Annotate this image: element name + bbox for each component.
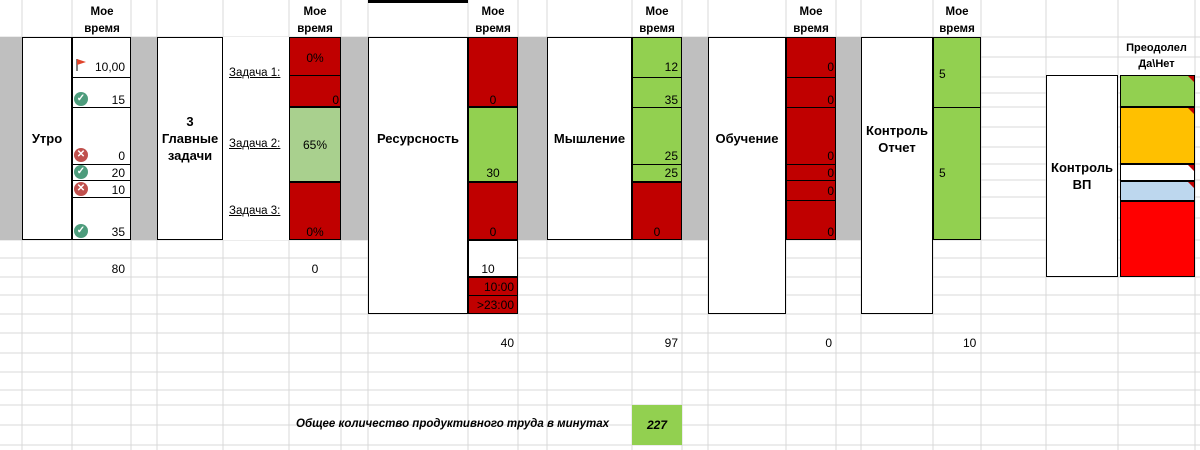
cell-line (468, 295, 518, 296)
tasks-label-column (223, 37, 289, 240)
control-total: 10 (963, 336, 977, 350)
resources-value-2: 30 (486, 166, 500, 180)
control-report-block[interactable]: Контроль Отчет (861, 37, 933, 314)
my-time-header-3: Мое время (475, 6, 511, 35)
task-2-percent: 65% (302, 138, 328, 152)
morning-time-3: 0 (118, 149, 125, 163)
learning-value-4: 0 (827, 166, 834, 180)
cell-line (786, 164, 836, 165)
morning-block[interactable]: Утро (22, 37, 72, 240)
learning-value-2: 0 (827, 93, 834, 107)
morning-times-column (72, 37, 131, 240)
cell-line (72, 107, 131, 108)
control-value-1: 5 (939, 67, 946, 81)
thinking-cell-red (632, 182, 682, 240)
morning-time-6: 35 (111, 225, 125, 239)
check-icon: ✓ (74, 92, 88, 106)
cell-line (72, 180, 131, 181)
comment-marker (1188, 165, 1194, 171)
control-value-2: 5 (939, 166, 946, 180)
check-icon: ✓ (74, 224, 88, 238)
resources-value-4: 10 (481, 262, 495, 276)
learning-value-5: 0 (827, 184, 834, 198)
cell-line (786, 77, 836, 78)
control-vp-block[interactable]: Контроль ВП (1046, 75, 1118, 277)
learning-value-1: 0 (827, 60, 834, 74)
resources-cell-3 (468, 182, 518, 240)
comment-marker (1188, 76, 1194, 82)
resources-cell-2 (468, 107, 518, 182)
thinking-cell-green (632, 37, 682, 182)
cell-line (786, 180, 836, 181)
resources-block[interactable]: Ресурсность (368, 37, 468, 314)
thinking-value-1: 12 (664, 60, 678, 74)
morning-time-2: 15 (111, 93, 125, 107)
overcame-header: Преодолел Да\Нет (1126, 42, 1187, 70)
cell-line (786, 200, 836, 201)
task-1-cell (289, 37, 341, 107)
task-3-cell (289, 182, 341, 240)
cell-line (72, 197, 131, 198)
overcame-cell-5[interactable] (1120, 201, 1195, 277)
cell-line (632, 107, 682, 108)
learning-block[interactable]: Обучение (708, 37, 786, 314)
task-2-label[interactable]: Задача 2: (229, 138, 281, 150)
overcame-cell-4[interactable] (1120, 181, 1195, 201)
cross-icon: ✕ (74, 148, 88, 162)
my-time-header-6: Мое время (939, 6, 975, 35)
resources-cell-1 (468, 37, 518, 107)
footer-total[interactable]: 227 (632, 405, 682, 445)
thinking-block[interactable]: Мышление (547, 37, 632, 240)
cell-line (786, 107, 836, 108)
resources-value-1: 0 (489, 93, 497, 107)
morning-total: 80 (111, 262, 125, 276)
learning-cell (786, 37, 836, 240)
comment-marker (1188, 182, 1194, 188)
resources-cell-4 (468, 240, 518, 277)
my-time-header-5: Мое время (793, 6, 829, 35)
thinking-value-3: 25 (664, 149, 678, 163)
selection-edge (368, 0, 468, 3)
morning-time-1: 10,00 (94, 60, 125, 74)
morning-time-5: 10 (111, 183, 125, 197)
overcame-cell-1[interactable] (1120, 75, 1195, 107)
overcame-cell-2[interactable] (1120, 107, 1195, 164)
cell-line (933, 107, 981, 108)
check-icon: ✓ (74, 165, 88, 179)
learning-total: 0 (825, 336, 832, 350)
thinking-value-4: 25 (664, 166, 678, 180)
task-1-label[interactable]: Задача 1: (229, 67, 281, 79)
comment-marker (1188, 108, 1194, 114)
resources-value-3: 0 (489, 225, 497, 239)
learning-value-6: 0 (827, 225, 834, 239)
footer-label: Общее количество продуктивного труда в м… (296, 418, 610, 430)
overcame-cell-3[interactable] (1120, 164, 1195, 181)
thinking-value-5: 0 (653, 225, 661, 239)
cell-line (72, 164, 131, 165)
task-3-label[interactable]: Задача 3: (229, 205, 281, 217)
resources-total: 40 (500, 336, 514, 350)
thinking-value-2: 35 (664, 93, 678, 107)
my-time-header-1: Мое время (84, 6, 120, 35)
cell-line (289, 75, 341, 76)
flag-icon (75, 58, 87, 71)
thinking-total: 97 (664, 336, 678, 350)
cell-line (632, 77, 682, 78)
cell-line (632, 164, 682, 165)
my-time-header-2: Мое время (297, 6, 333, 35)
learning-value-3: 0 (827, 149, 834, 163)
resources-value-6: >23:00 (476, 298, 514, 312)
task-1-value: 0 (332, 93, 339, 107)
my-time-header-4: Мое время (639, 6, 675, 35)
control-cell (933, 37, 981, 240)
cell-line (72, 77, 131, 78)
tasks-total: 0 (311, 262, 319, 276)
resources-value-5: 10:00 (483, 280, 514, 294)
task-1-percent: 0% (306, 51, 324, 65)
task-2-cell (289, 107, 341, 182)
task-3-percent: 0% (306, 225, 324, 239)
cross-icon: ✕ (74, 182, 88, 196)
main-tasks-block[interactable]: 3 Главные задачи (157, 37, 223, 240)
morning-time-4: 20 (111, 166, 125, 180)
